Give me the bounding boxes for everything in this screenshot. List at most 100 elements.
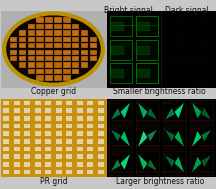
Bar — [72, 69, 79, 74]
Bar — [28, 50, 35, 55]
Bar — [164, 40, 184, 60]
Bar — [190, 152, 213, 175]
Bar — [14, 162, 20, 167]
Bar — [10, 56, 17, 61]
Bar — [45, 62, 53, 68]
Bar — [63, 75, 71, 81]
Bar — [163, 126, 186, 149]
Bar — [110, 40, 132, 60]
Bar — [188, 16, 207, 36]
Bar — [136, 40, 158, 60]
Bar — [45, 154, 51, 159]
Bar — [45, 170, 51, 174]
Bar — [190, 100, 213, 124]
Bar — [37, 69, 44, 74]
Bar — [3, 154, 10, 159]
Bar — [10, 37, 17, 42]
Bar — [63, 56, 71, 61]
Text: Bright signal: Bright signal — [104, 6, 153, 15]
Polygon shape — [165, 108, 175, 119]
Bar — [98, 139, 104, 144]
Bar — [72, 30, 79, 36]
Polygon shape — [138, 103, 148, 118]
Bar — [98, 154, 104, 159]
Bar — [45, 30, 53, 36]
Bar — [3, 139, 10, 144]
Bar — [37, 37, 44, 42]
Bar — [54, 37, 62, 42]
Polygon shape — [111, 159, 121, 171]
Polygon shape — [138, 154, 148, 170]
Bar — [54, 69, 62, 74]
Bar — [98, 101, 104, 105]
Bar — [45, 43, 53, 49]
Bar — [35, 147, 41, 151]
Bar — [63, 62, 71, 68]
Bar — [45, 24, 53, 29]
Bar — [77, 116, 83, 121]
Bar — [37, 56, 44, 61]
Bar — [63, 37, 71, 42]
Bar — [28, 56, 35, 61]
Polygon shape — [202, 156, 211, 167]
Bar — [109, 100, 132, 124]
Bar — [163, 100, 186, 124]
Bar — [24, 131, 30, 136]
Bar — [77, 124, 83, 128]
Bar — [24, 147, 30, 151]
Bar — [63, 24, 71, 29]
Bar — [98, 131, 104, 136]
Bar — [87, 108, 93, 113]
Bar — [77, 147, 83, 151]
Bar — [110, 64, 132, 83]
Bar — [109, 152, 132, 175]
Bar — [54, 75, 62, 81]
Bar — [77, 162, 83, 167]
Bar — [87, 147, 93, 151]
Polygon shape — [121, 154, 130, 170]
Bar — [66, 131, 72, 136]
Bar — [28, 43, 35, 49]
Bar — [66, 124, 72, 128]
Bar — [37, 30, 44, 36]
Bar — [45, 69, 53, 74]
Polygon shape — [165, 156, 175, 167]
Polygon shape — [121, 103, 130, 118]
Bar — [37, 43, 44, 49]
Bar — [45, 147, 51, 151]
Bar — [98, 162, 104, 167]
Bar — [72, 62, 79, 68]
Bar — [19, 43, 26, 49]
Bar — [87, 139, 93, 144]
Bar — [14, 170, 20, 174]
Bar — [14, 131, 20, 136]
Bar — [77, 108, 83, 113]
Bar — [54, 50, 62, 55]
Bar — [77, 170, 83, 174]
Bar — [56, 108, 62, 113]
Text: Dark signal: Dark signal — [165, 6, 209, 15]
Bar — [24, 154, 30, 159]
Bar — [37, 75, 44, 81]
Bar — [90, 50, 97, 55]
Bar — [19, 62, 26, 68]
Bar — [66, 162, 72, 167]
Bar — [56, 131, 62, 136]
Bar — [98, 108, 104, 113]
Bar — [90, 56, 97, 61]
Bar — [54, 56, 62, 61]
Bar — [188, 64, 207, 83]
Bar — [81, 50, 88, 55]
Bar — [98, 116, 104, 121]
Bar — [3, 116, 10, 121]
Bar — [28, 62, 35, 68]
Bar — [19, 56, 26, 61]
Bar — [136, 152, 159, 175]
Bar — [56, 162, 62, 167]
Polygon shape — [165, 130, 175, 141]
Bar — [66, 170, 72, 174]
Bar — [14, 154, 20, 159]
Bar — [66, 154, 72, 159]
Bar — [54, 24, 62, 29]
Bar — [45, 116, 51, 121]
